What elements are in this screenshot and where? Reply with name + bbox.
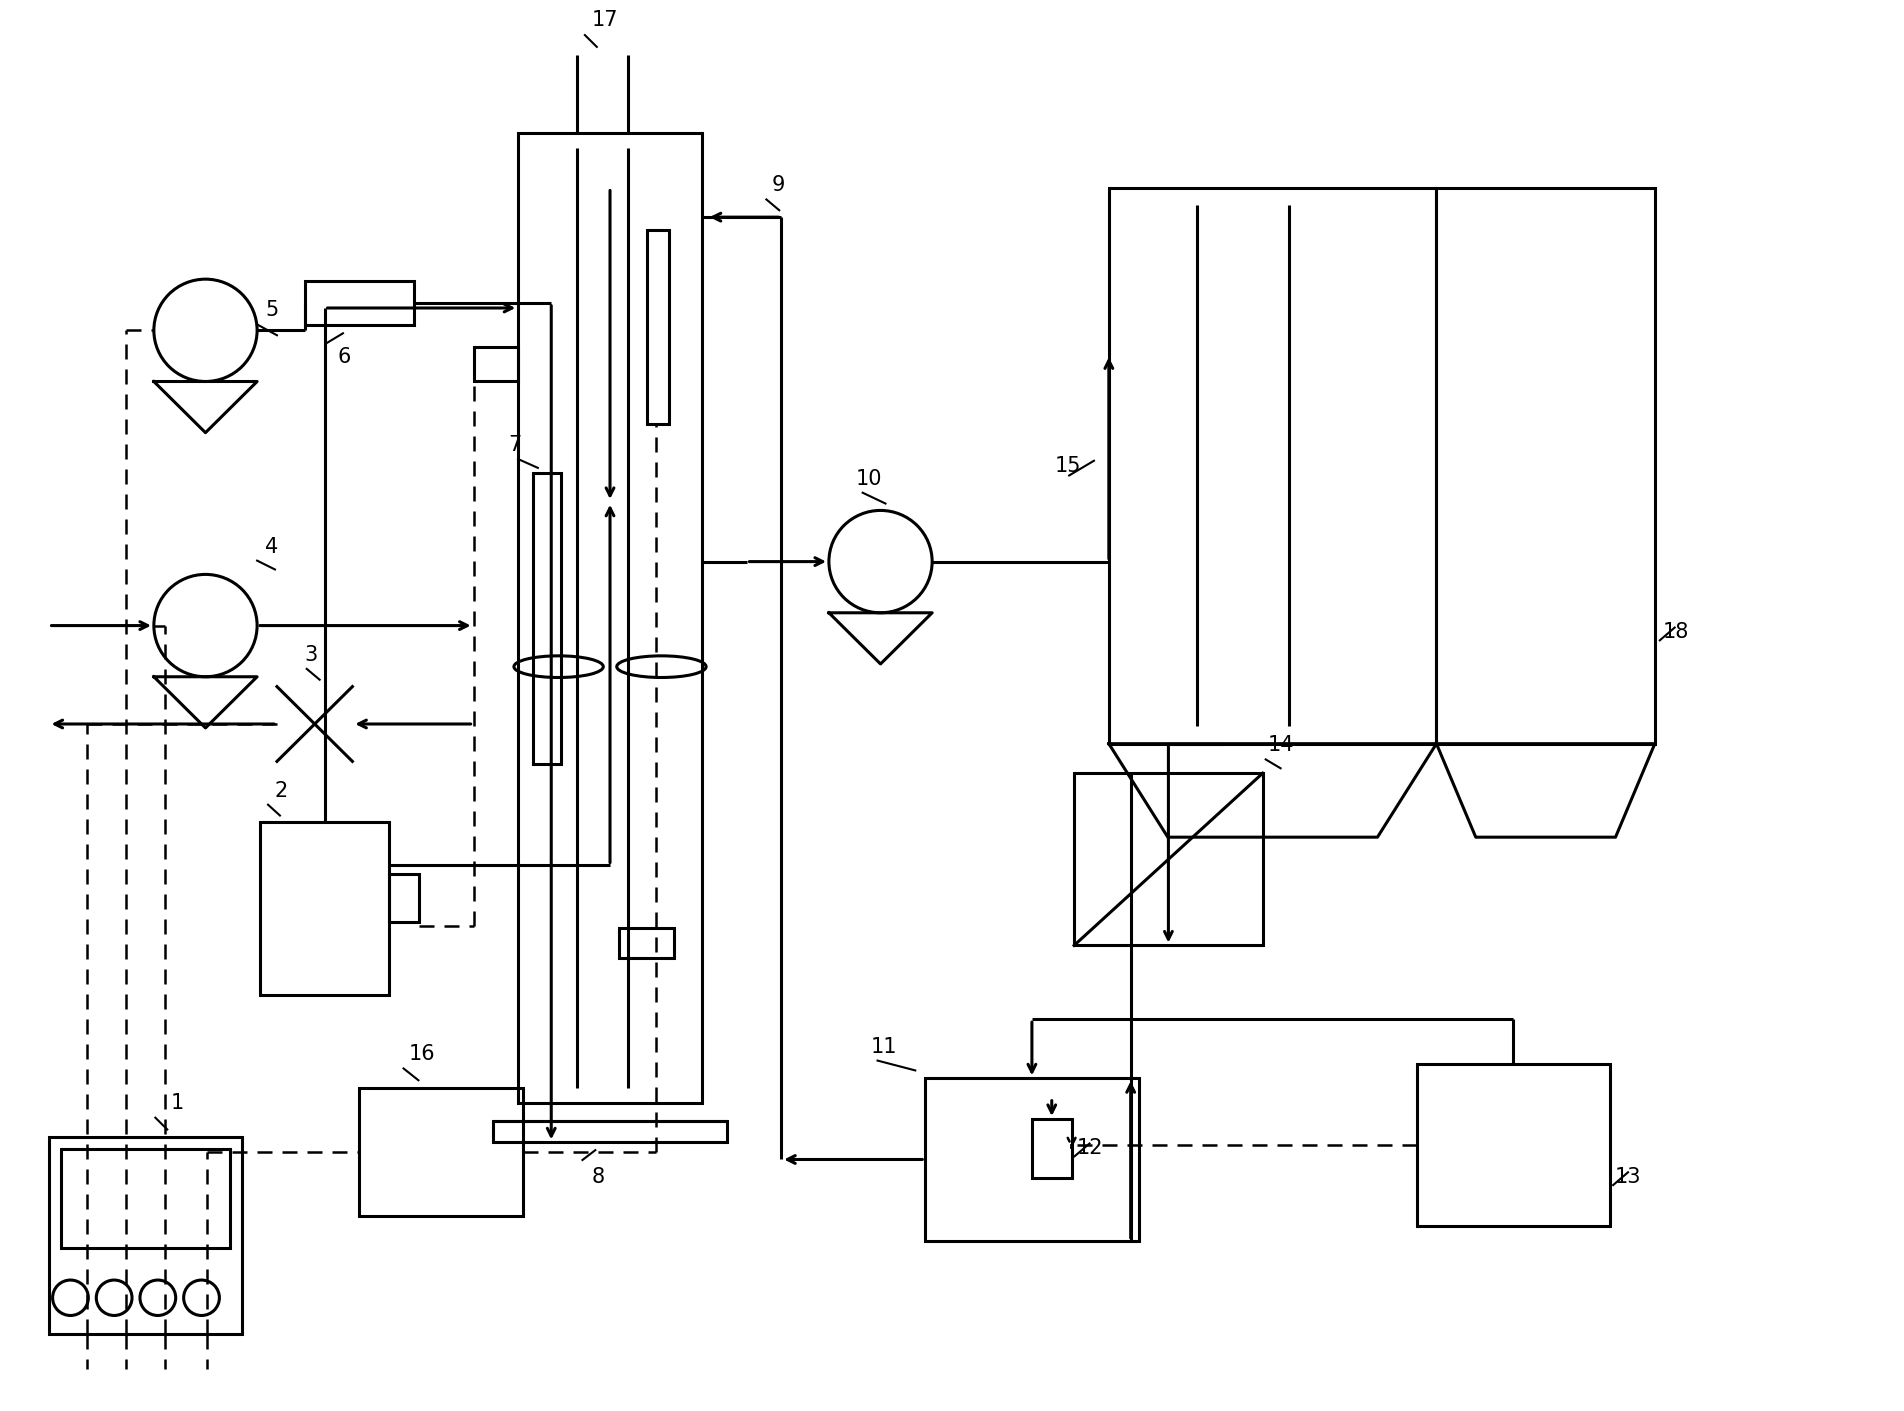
Text: 1: 1	[169, 1092, 183, 1113]
Text: 14: 14	[1268, 735, 1295, 755]
Text: 9: 9	[771, 175, 784, 196]
Bar	[518, 134, 703, 1103]
Text: 15: 15	[1055, 456, 1081, 476]
Text: 8: 8	[592, 1167, 605, 1187]
Bar	[1436, 188, 1655, 744]
Text: 6: 6	[337, 347, 350, 367]
Text: 18: 18	[1662, 622, 1689, 642]
Bar	[50, 1137, 242, 1335]
Bar	[1108, 188, 1436, 744]
Bar	[305, 281, 413, 326]
Bar	[360, 1088, 524, 1216]
Bar	[1417, 1064, 1611, 1226]
Bar	[388, 873, 419, 923]
Text: 11: 11	[870, 1037, 897, 1057]
Bar	[61, 1149, 230, 1247]
Text: 16: 16	[409, 1044, 436, 1064]
Text: 4: 4	[265, 536, 278, 557]
Bar	[474, 347, 518, 381]
Text: 10: 10	[855, 468, 882, 488]
Text: 3: 3	[305, 645, 318, 665]
Bar	[533, 473, 560, 763]
Text: 2: 2	[274, 780, 288, 801]
Text: 13: 13	[1615, 1167, 1641, 1187]
Bar	[647, 230, 668, 425]
Bar	[1074, 773, 1262, 945]
Bar	[261, 823, 388, 995]
Bar	[925, 1078, 1139, 1240]
Text: 17: 17	[592, 10, 619, 30]
Bar	[619, 928, 674, 958]
Text: 7: 7	[508, 435, 522, 456]
Text: 5: 5	[265, 301, 278, 320]
Bar	[493, 1120, 727, 1143]
Text: 12: 12	[1076, 1139, 1102, 1158]
Bar	[1032, 1119, 1072, 1178]
